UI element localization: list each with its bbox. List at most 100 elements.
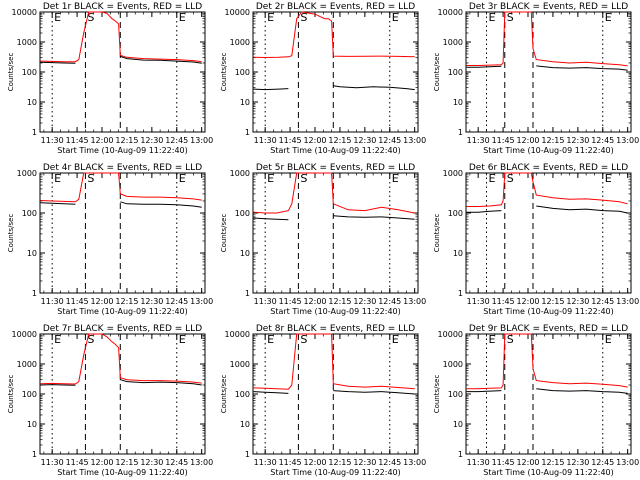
event-marker-label: E [488, 333, 495, 346]
y-axis-label: Counts/sec [220, 53, 228, 92]
x-tick-label: 13:00 [616, 136, 639, 145]
lld-series-line [253, 333, 415, 390]
event-marker-label: E [392, 172, 399, 185]
x-tick-label: 11:45 [492, 136, 515, 145]
x-tick-label: 12:30 [566, 458, 589, 467]
panel-title: Det 8r BLACK = Events, RED = LLD [256, 324, 415, 334]
x-tick-label: 11:30 [254, 136, 277, 145]
x-axis-label: Start Time (10-Aug-09 11:22:40) [57, 307, 188, 316]
plot-frame [39, 172, 206, 294]
x-tick-label: 12:15 [115, 297, 138, 306]
panel-title: Det 9r BLACK = Events, RED = LLD [469, 324, 628, 334]
y-tick-label: 1000 [443, 360, 463, 369]
x-tick-label: 12:00 [516, 458, 539, 467]
y-tick-label: 100 [448, 209, 463, 218]
lld-series-line [466, 333, 628, 390]
event-marker-label: E [179, 333, 186, 346]
y-tick-label: 1 [32, 289, 37, 298]
events-series-line [40, 55, 202, 64]
lld-series-line [466, 11, 628, 67]
plot-frame [39, 333, 206, 455]
panel-title: Det 1r BLACK = Events, RED = LLD [43, 2, 202, 12]
x-tick-label: 11:30 [254, 297, 277, 306]
x-tick-label: 11:45 [492, 297, 515, 306]
x-tick-label: 12:45 [378, 136, 401, 145]
x-tick-label: 12:00 [516, 297, 539, 306]
x-tick-label: 12:30 [353, 297, 376, 306]
events-series-line [466, 65, 628, 71]
detector-panel: Det 3r BLACK = Events, RED = LLD 1 10 100 10… [433, 2, 639, 155]
event-marker-label: S [507, 172, 514, 185]
x-tick-label: 12:45 [165, 136, 188, 145]
x-tick-label: 13:00 [403, 136, 426, 145]
x-axis-label: Start Time (10-Aug-09 11:22:40) [483, 468, 614, 477]
x-tick-label: 13:00 [190, 458, 213, 467]
x-axis-label: Start Time (10-Aug-09 11:22:40) [57, 146, 188, 155]
x-tick-label: 13:00 [616, 297, 639, 306]
y-tick-label: 1 [245, 450, 250, 459]
y-tick-label: 1000 [17, 169, 37, 178]
x-tick-label: 12:30 [353, 136, 376, 145]
x-tick-label: 12:30 [140, 136, 163, 145]
y-tick-label: 1000 [443, 169, 463, 178]
x-tick-label: 11:45 [66, 458, 89, 467]
y-tick-label: 100 [22, 209, 37, 218]
events-series-line [466, 388, 628, 394]
x-tick-label: 12:00 [90, 297, 113, 306]
x-tick-label: 12:15 [328, 297, 351, 306]
x-axis-label: Start Time (10-Aug-09 11:22:40) [483, 307, 614, 316]
y-tick-label: 1000 [230, 360, 250, 369]
x-tick-label: 11:30 [467, 297, 490, 306]
y-tick-label: 10 [453, 98, 463, 107]
lld-series-line [253, 11, 415, 59]
x-tick-label: 12:15 [541, 136, 564, 145]
events-series-line [253, 215, 415, 221]
detector-panel: Det 7r BLACK = Events, RED = LLD 1 10 100 10… [7, 324, 213, 477]
x-tick-label: 11:45 [492, 458, 515, 467]
plot-frame [252, 11, 419, 133]
y-tick-label: 1 [32, 450, 37, 459]
event-marker-label: E [179, 172, 186, 185]
event-marker-label: S [87, 333, 94, 346]
y-tick-label: 100 [235, 68, 250, 77]
event-marker-label: E [392, 333, 399, 346]
y-tick-label: 10 [240, 98, 250, 107]
panel-title: Det 4r BLACK = Events, RED = LLD [43, 163, 202, 173]
y-tick-label: 10 [27, 420, 37, 429]
x-tick-label: 12:15 [115, 458, 138, 467]
x-axis-label: Start Time (10-Aug-09 11:22:40) [483, 146, 614, 155]
x-tick-label: 12:15 [541, 297, 564, 306]
y-axis-label: Counts/sec [7, 53, 15, 92]
x-tick-label: 11:30 [41, 136, 64, 145]
x-tick-label: 12:15 [328, 458, 351, 467]
x-tick-label: 12:15 [115, 136, 138, 145]
y-tick-label: 100 [448, 68, 463, 77]
event-marker-label: E [179, 11, 186, 24]
event-marker-label: S [87, 11, 94, 24]
y-axis-label: Counts/sec [433, 53, 441, 92]
x-tick-label: 12:45 [378, 458, 401, 467]
x-tick-label: 11:45 [279, 458, 302, 467]
y-tick-label: 100 [22, 68, 37, 77]
y-axis-label: Counts/sec [7, 214, 15, 253]
event-marker-label: S [507, 333, 514, 346]
y-tick-label: 100 [448, 390, 463, 399]
panel-title: Det 7r BLACK = Events, RED = LLD [43, 324, 202, 334]
x-tick-label: 12:45 [591, 297, 614, 306]
lld-series-line [40, 172, 202, 203]
x-tick-label: 12:30 [566, 136, 589, 145]
x-tick-label: 12:45 [165, 297, 188, 306]
detector-panel: Det 5r BLACK = Events, RED = LLD 1 10 100 10… [220, 163, 426, 316]
y-tick-label: 10 [453, 420, 463, 429]
x-tick-label: 12:45 [591, 136, 614, 145]
event-marker-label: E [392, 11, 399, 24]
plot-frame [39, 11, 206, 133]
x-axis-label: Start Time (10-Aug-09 11:22:40) [270, 146, 401, 155]
panel-title: Det 5r BLACK = Events, RED = LLD [256, 163, 415, 173]
x-tick-label: 12:30 [140, 458, 163, 467]
x-tick-label: 12:45 [165, 458, 188, 467]
event-marker-label: E [267, 333, 274, 346]
lld-series-line [40, 11, 202, 63]
detector-panel: Det 8r BLACK = Events, RED = LLD 1 10 100 10… [220, 324, 426, 477]
